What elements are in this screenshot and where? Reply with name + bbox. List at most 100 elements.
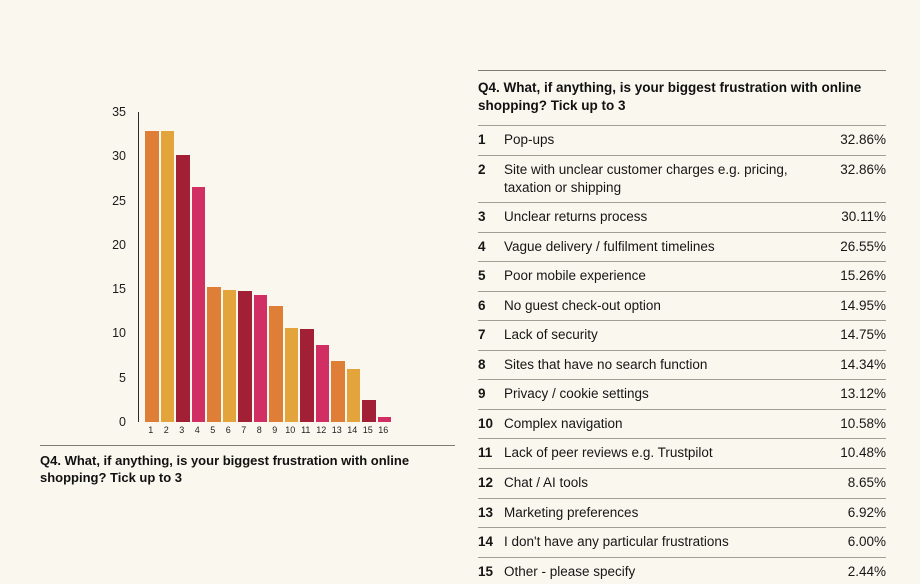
table-row: 11 Lack of peer reviews e.g. Trustpilot 10… (478, 438, 886, 468)
table-row: 12 Chat / AI tools 8.65% (478, 468, 886, 498)
bar (377, 417, 391, 422)
row-label: Complex navigation (504, 415, 623, 431)
x-tick-label: 9 (272, 425, 278, 435)
bar (222, 289, 236, 422)
results-table: 1 Pop-ups 32.86% 2 Site with unclear custome… (478, 125, 886, 584)
table-section: Q4. What, if anything, is your biggest f… (478, 70, 886, 584)
bar (207, 286, 221, 422)
table-row: 15 Other - please specify 2.44% (478, 556, 886, 584)
row-rank: 13 (478, 504, 494, 520)
x-tick-label: 13 (331, 425, 342, 435)
x-tick-label: 16 (378, 425, 389, 435)
bar (331, 360, 345, 422)
x-tick-label: 14 (347, 425, 358, 435)
y-axis: 35 30 25 20 15 10 5 0 (40, 105, 138, 429)
row-label: Marketing preferences (504, 504, 639, 520)
y-tick-label: 10 (112, 326, 126, 341)
row-rank: 7 (478, 327, 486, 343)
bar (238, 291, 252, 422)
row-value: 14.34% (840, 356, 886, 372)
row-rank: 15 (478, 563, 494, 579)
table-top-divider (478, 70, 886, 71)
row-label: Lack of security (504, 327, 598, 343)
row-value: 2.44% (847, 563, 886, 579)
row-value: 32.86% (840, 161, 886, 177)
chart-divider (40, 444, 455, 446)
row-label: Poor mobile experience (504, 268, 646, 284)
x-tick-label: 8 (256, 425, 262, 435)
table-row: 3 Unclear returns process 30.11% (478, 202, 886, 232)
row-rank: 11 (478, 445, 493, 461)
row-value: 10.58% (840, 415, 886, 431)
row-value: 6.00% (847, 534, 886, 550)
bar (269, 305, 283, 422)
table-row: 4 Vague delivery / fulfilment timelines 26… (478, 231, 886, 262)
row-value: 10.48% (840, 445, 886, 461)
table-row: 10 Complex navigation 10.58% (478, 408, 886, 439)
x-tick-label: 11 (301, 425, 311, 435)
x-tick-label: 12 (316, 425, 327, 435)
table-title: Q4. What, if anything, is your biggest f… (478, 80, 862, 114)
row-label: Unclear returns process (504, 209, 648, 225)
row-label: Other - please specify (504, 563, 636, 579)
row-label: Privacy / cookie settings (504, 386, 649, 402)
bar (315, 345, 329, 422)
x-tick-label: 4 (194, 425, 200, 435)
x-tick-label: 3 (179, 425, 185, 435)
row-rank: 3 (478, 209, 486, 225)
table-row: 7 Lack of security 14.75% (478, 320, 886, 350)
row-value: 6.92% (847, 504, 886, 520)
x-tick-label: 1 (148, 425, 154, 435)
row-rank: 4 (478, 238, 486, 254)
row-value: 32.86% (840, 132, 886, 148)
row-label: I don't have any particular frustrations (504, 534, 729, 550)
row-value: 26.55% (840, 238, 886, 254)
bar (284, 328, 298, 422)
table-row: 8 Sites that have no search function 14.34… (478, 349, 886, 380)
row-value: 8.65% (847, 475, 886, 490)
row-value: 30.11% (841, 209, 886, 225)
x-axis: 1 2 3 4 5 6 7 8 9 10 11 12 13 14 15 16 (138, 425, 390, 436)
row-value: 14.95% (840, 297, 886, 313)
y-tick-label: 15 (112, 282, 126, 297)
bar (145, 130, 159, 422)
row-label: Sites that have no search function (504, 356, 708, 372)
y-tick-label: 5 (119, 370, 126, 385)
row-value: 14.75% (840, 327, 886, 343)
row-label: Vague delivery / fulfilment timelines (504, 238, 715, 254)
y-tick-label: 0 (119, 415, 126, 429)
table-row: 5 Poor mobile experience 15.26% (478, 261, 886, 291)
chart-section: 35 30 25 20 15 10 5 0 1 2 3 4 5 6 7 8 9 10 11 12 13 14 15 16 Q… (40, 105, 455, 487)
table-row: 13 Marketing preferences 6.92% (478, 497, 886, 528)
bar (160, 130, 174, 422)
row-value: 15.26% (840, 268, 886, 284)
row-rank: 2 (478, 161, 486, 177)
bar (253, 295, 267, 422)
row-rank: 12 (478, 475, 494, 490)
bar-chart: 35 30 25 20 15 10 5 0 1 2 3 4 5 6 7 8 9 10 11 12 13 14 15 16 (40, 105, 455, 436)
table-row: 9 Privacy / cookie settings 13.12% (478, 379, 886, 409)
x-tick-label: 7 (241, 425, 247, 435)
y-tick-label: 35 (112, 105, 126, 119)
chart-caption: Q4. What, if anything, is your biggest f… (40, 452, 410, 486)
bar (191, 186, 205, 422)
bar (346, 368, 360, 422)
table-row: 14 I don't have any particular frustratio… (478, 527, 886, 557)
row-rank: 14 (478, 534, 494, 550)
bar-plot (138, 112, 391, 422)
row-rank: 5 (478, 268, 486, 284)
row-label: Chat / AI tools (504, 475, 589, 490)
bar (300, 329, 314, 422)
table-row: 6 No guest check-out option 14.95% (478, 290, 886, 321)
row-label: Pop-ups (504, 132, 555, 148)
row-rank: 9 (478, 386, 486, 402)
table-row: 1 Pop-ups 32.86% (478, 125, 886, 155)
x-tick-label: 5 (210, 425, 216, 435)
bar (176, 155, 190, 422)
row-rank: 6 (478, 297, 486, 313)
row-rank: 1 (478, 132, 486, 148)
row-label: Site with unclear customer charges e.g. … (504, 161, 788, 195)
x-tick-label: 6 (225, 425, 231, 435)
y-tick-label: 25 (112, 193, 126, 208)
